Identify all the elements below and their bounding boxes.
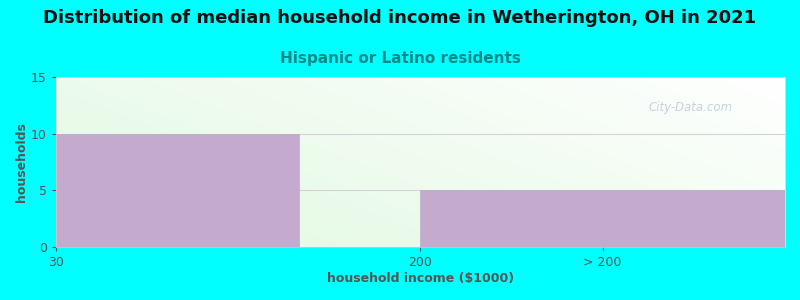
Bar: [420, 190, 785, 247]
X-axis label: household income ($1000): household income ($1000): [326, 272, 514, 285]
Text: Distribution of median household income in Wetherington, OH in 2021: Distribution of median household income …: [43, 9, 757, 27]
Bar: [56, 134, 298, 247]
Text: Hispanic or Latino residents: Hispanic or Latino residents: [279, 51, 521, 66]
Text: City-Data.com: City-Data.com: [648, 101, 732, 114]
Y-axis label: households: households: [15, 122, 28, 202]
